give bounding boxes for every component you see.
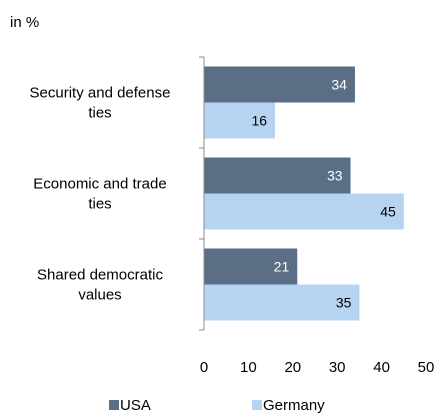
category-label: Economic and trade	[33, 176, 166, 193]
category-label: ties	[88, 196, 111, 213]
axis-layer: 0 10 20 30 40 50	[199, 56, 435, 376]
legend-label: USA	[120, 397, 151, 414]
bar	[204, 102, 276, 139]
legend-item: Germany	[252, 397, 325, 414]
bar	[204, 66, 355, 103]
bar	[204, 157, 351, 194]
unit-label: in %	[10, 14, 39, 31]
data-label: 33	[327, 168, 343, 184]
legend-swatch	[252, 400, 262, 410]
category-labels: Security and defense ties Economic and tra…	[30, 85, 171, 304]
x-tick-label: 20	[284, 359, 301, 376]
data-label: 21	[274, 259, 290, 275]
data-label: 34	[331, 77, 347, 93]
legend: USA Germany	[109, 397, 325, 414]
legend-swatch	[109, 400, 119, 410]
legend-label: Germany	[263, 397, 325, 414]
x-tick-label: 30	[329, 359, 346, 376]
data-label: 35	[336, 295, 352, 311]
bars-layer: 34 16 33 45 21 35	[204, 66, 404, 321]
bar	[204, 193, 404, 230]
x-tick-label: 40	[373, 359, 390, 376]
category-label: ties	[88, 105, 111, 122]
category-label: Shared democratic	[37, 267, 163, 284]
legend-item: USA	[109, 397, 151, 414]
x-tick-label: 10	[240, 359, 257, 376]
category-label: values	[78, 287, 121, 304]
data-label: 45	[380, 204, 396, 220]
x-tick-label: 0	[200, 359, 208, 376]
x-tick-label: 50	[418, 359, 435, 376]
bar	[204, 248, 298, 285]
category-label: Security and defense	[30, 85, 171, 102]
bar	[204, 284, 360, 321]
data-label: 16	[251, 113, 267, 129]
